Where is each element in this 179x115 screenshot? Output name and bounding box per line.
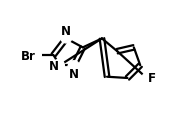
Text: F: F (148, 72, 156, 85)
Circle shape (142, 73, 154, 84)
Circle shape (61, 32, 72, 43)
Circle shape (68, 61, 80, 73)
Circle shape (30, 50, 41, 61)
Text: N: N (61, 25, 71, 38)
Circle shape (53, 60, 64, 71)
Text: N: N (49, 59, 59, 72)
Text: N: N (69, 67, 79, 80)
Text: Br: Br (21, 49, 36, 62)
